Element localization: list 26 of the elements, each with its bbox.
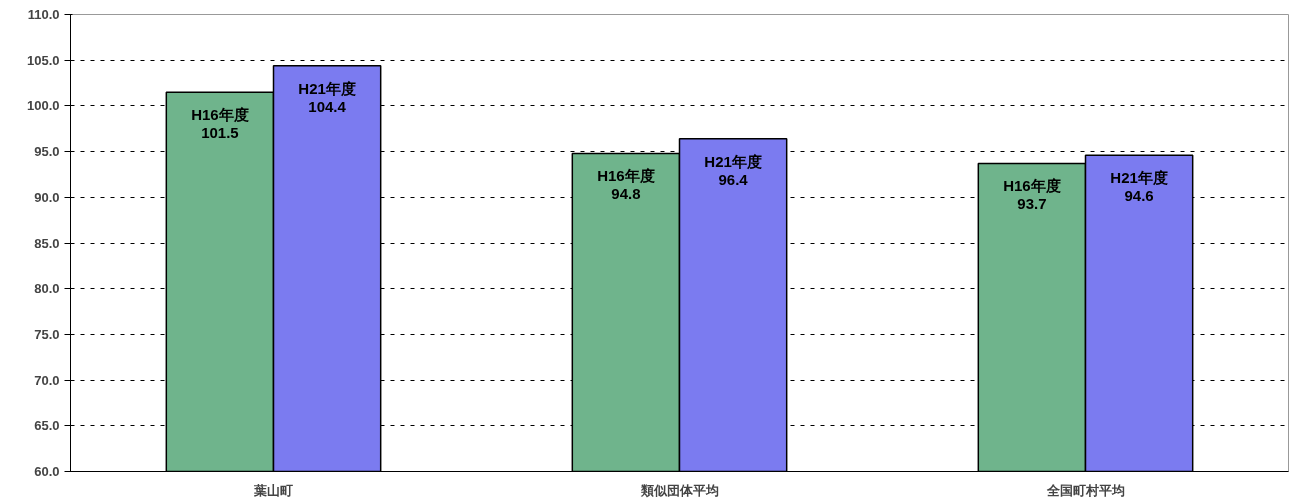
data-label: 93.7 [1017,195,1047,213]
text: H21年度 [704,152,762,170]
x-tick-label: 類似団体平均 [639,482,719,498]
text: H16年度 [1003,177,1061,195]
y-tick-label: 70.0 [34,372,60,388]
x-tick-label: 葉山町 [253,482,293,498]
y-tick-label: 110.0 [27,7,60,22]
series-label: H21年度 [298,79,356,97]
y-tick-label: 85.0 [34,235,60,251]
series-label: H16年度 [191,106,249,124]
y-tick-label: 90.0 [34,189,60,205]
y-tick-label: 75.0 [34,326,60,342]
data-label: 94.8 [611,185,641,203]
data-label: 94.6 [1124,187,1154,205]
data-label: 104.4 [308,97,347,115]
y-tick-label: 95.0 [34,144,60,160]
y-tick-label: 65.0 [34,418,60,434]
data-label: 101.5 [201,124,239,142]
y-tick-label: 60.0 [34,464,60,479]
data-label: 96.4 [718,170,749,188]
x-tick-label: 全国町村平均 [1045,482,1125,498]
text: H21年度 [1110,169,1168,187]
y-tick-label: 80.0 [34,281,60,297]
y-tick-label: 100.0 [26,98,60,114]
y-tick-label: 105.0 [26,52,60,68]
text: H16年度 [597,167,655,185]
